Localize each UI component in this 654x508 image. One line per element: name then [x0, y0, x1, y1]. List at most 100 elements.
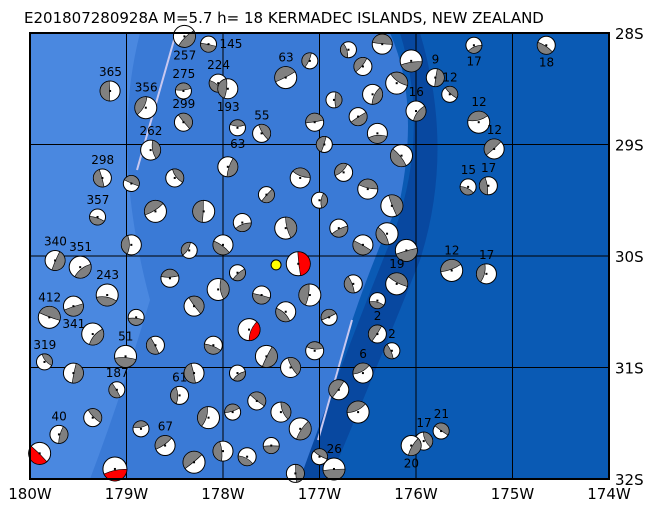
- focal-mechanism-beachball: [143, 199, 167, 223]
- beachball-compression: [41, 353, 53, 366]
- beachball-compression: [144, 200, 164, 216]
- beachball-compression: [372, 33, 393, 45]
- depth-label: 9: [432, 53, 440, 67]
- beachball-center: [448, 93, 451, 96]
- beachball-compression: [58, 426, 69, 444]
- map-frame: [29, 32, 610, 480]
- beachball-center: [318, 199, 321, 202]
- beachball-compression: [170, 386, 179, 405]
- beachball-center: [313, 121, 316, 124]
- depth-label: 17: [481, 161, 496, 175]
- beachball-compression: [344, 275, 355, 294]
- beachball-center: [222, 450, 224, 453]
- beachball-compression: [352, 362, 370, 375]
- focal-mechanism-beachball: [183, 295, 205, 317]
- beachball-center: [96, 215, 99, 218]
- beachball-compression: [371, 87, 383, 105]
- depth-label: 51: [118, 329, 133, 343]
- beachball-compression: [226, 157, 239, 178]
- beachball-center: [390, 349, 393, 352]
- beachball-compression: [248, 321, 261, 341]
- focal-mechanism-beachball: [132, 420, 150, 438]
- beachball-compression: [87, 408, 103, 423]
- beachball-center: [231, 411, 234, 414]
- focal-mechanism-beachball: [257, 186, 275, 204]
- focal-mechanism-beachball: [237, 318, 261, 342]
- depth-label: 17: [479, 248, 494, 262]
- depth-label: 2: [374, 309, 382, 323]
- focal-mechanism-beachball: [440, 258, 464, 282]
- beachball-compression: [306, 341, 324, 350]
- focal-mechanism-beachball: [328, 379, 350, 401]
- beachball-center: [410, 444, 413, 447]
- beachball-center: [164, 444, 167, 447]
- beachball-compression: [108, 382, 121, 399]
- depth-label: 356: [135, 81, 158, 95]
- focal-mechanism-beachball: [35, 353, 53, 371]
- beachball-compression: [444, 86, 459, 99]
- depth-label: 357: [86, 193, 109, 207]
- beachball-center: [207, 416, 210, 419]
- beachball-compression: [183, 363, 196, 384]
- focal-mechanism-beachball: [270, 401, 292, 423]
- beachball-center: [43, 360, 46, 363]
- beachball-center: [337, 388, 340, 391]
- focal-mechanism-beachball: [160, 268, 180, 288]
- beachball-compression: [219, 278, 230, 300]
- beachball-center: [182, 89, 185, 92]
- lon-tick-label: 177W: [298, 485, 342, 503]
- beachball-compression: [296, 420, 312, 441]
- beachball-center: [154, 210, 157, 213]
- depth-label: 55: [254, 108, 269, 122]
- beachball-center: [284, 76, 287, 79]
- depth-label: 16: [409, 85, 424, 99]
- beachball-compression: [249, 391, 267, 407]
- focal-mechanism-beachball: [37, 305, 61, 329]
- focal-mechanism-beachball: [134, 96, 158, 120]
- depth-label: 63: [278, 51, 293, 65]
- beachball-compression: [328, 379, 345, 398]
- epicenter-marker: [270, 259, 282, 271]
- beachball-center: [467, 185, 470, 188]
- beachball-compression: [121, 235, 130, 255]
- beachball-center: [332, 98, 335, 101]
- lon-tick-label: 176W: [394, 485, 438, 503]
- beachball-compression: [172, 168, 185, 183]
- lon-tick-label: 174W: [587, 485, 631, 503]
- beachball-center: [135, 316, 138, 319]
- beachball-center: [270, 444, 273, 447]
- focal-mechanism-beachball: [174, 82, 192, 100]
- beachball-compression: [334, 163, 348, 176]
- beachball-center: [279, 411, 282, 414]
- beachball-compression: [353, 57, 368, 73]
- map-area: [30, 33, 609, 479]
- beachball-center: [390, 204, 393, 207]
- beachball-center: [376, 299, 379, 302]
- depth-label: 299: [172, 97, 195, 111]
- depth-label: 2: [388, 327, 396, 341]
- beachball-center: [130, 243, 133, 246]
- beachball-center: [308, 294, 311, 297]
- focal-mechanism-beachball: [206, 277, 230, 301]
- focal-mechanism-beachball: [28, 441, 52, 465]
- focal-mechanism-beachball: [536, 35, 556, 55]
- beachball-center: [395, 82, 398, 85]
- beachball-center: [109, 89, 112, 92]
- map-title: E201807280928A M=5.7 h= 18 KERMADEC ISLA…: [24, 9, 544, 27]
- beachball-center: [139, 427, 142, 430]
- focal-mechanism-beachball: [44, 249, 66, 271]
- beachball-center: [477, 121, 480, 124]
- focal-mechanism-beachball: [224, 403, 242, 421]
- focal-mechanism-beachball: [325, 91, 343, 109]
- beachball-center: [450, 269, 453, 272]
- beachball-compression: [434, 68, 445, 87]
- beachball-compression: [261, 346, 278, 368]
- beachball-center: [265, 355, 268, 358]
- beachball-compression: [368, 324, 383, 342]
- focal-mechanism-beachball: [368, 292, 386, 310]
- beachball-compression: [262, 445, 280, 454]
- beachball-compression: [212, 240, 230, 256]
- beachball-compression: [63, 303, 84, 317]
- depth-label: 243: [96, 268, 119, 282]
- depth-label: 15: [461, 163, 476, 177]
